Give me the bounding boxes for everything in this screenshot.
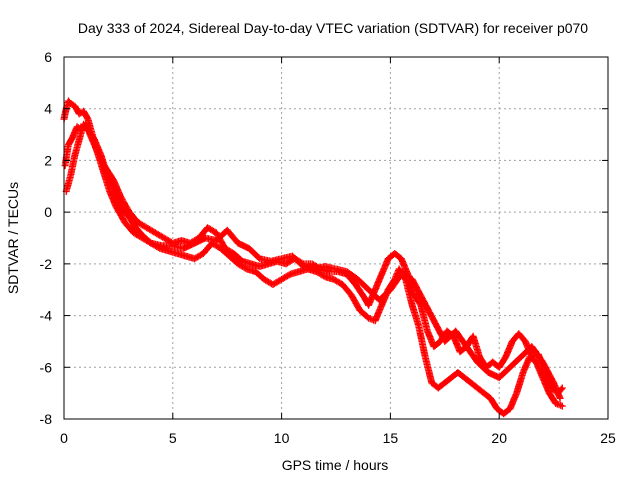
y-tick-label: 6 — [44, 49, 52, 65]
y-axis-label: SDTVAR / TECUs — [5, 182, 21, 294]
grid-lines — [64, 57, 608, 419]
y-tick-label: -6 — [40, 359, 53, 375]
x-tick-labels: 0 5 10 15 20 25 — [60, 430, 616, 446]
y-tick-labels: -8 -6 -4 -2 0 2 4 6 — [40, 49, 53, 427]
data-series — [60, 97, 566, 418]
x-tick-label: 5 — [169, 430, 177, 446]
y-tick-label: 2 — [44, 152, 52, 168]
x-tick-label: 0 — [60, 430, 68, 446]
marker-path — [60, 97, 566, 397]
plot-frame — [63, 56, 609, 420]
x-tick-label: 15 — [383, 430, 399, 446]
y-tick-label: 4 — [44, 101, 52, 117]
x-axis-label: GPS time / hours — [282, 457, 389, 473]
x-tick-label: 10 — [274, 430, 290, 446]
y-tick-label: 0 — [44, 204, 52, 220]
y-tick-label: -4 — [40, 308, 53, 324]
x-tick-label: 20 — [491, 430, 507, 446]
series-track-a — [60, 97, 566, 397]
series-track-c — [62, 120, 564, 402]
marker-path — [62, 120, 564, 402]
x-tick-label: 25 — [600, 430, 616, 446]
y-tick-label: -8 — [40, 411, 53, 427]
axis-ticks — [63, 56, 609, 420]
chart-title: Day 333 of 2024, Sidereal Day-to-day VTE… — [78, 20, 588, 36]
y-tick-label: -2 — [40, 256, 53, 272]
